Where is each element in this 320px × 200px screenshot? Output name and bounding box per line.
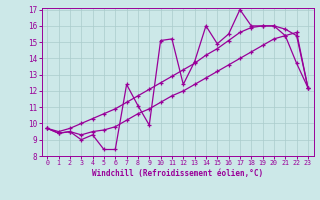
X-axis label: Windchill (Refroidissement éolien,°C): Windchill (Refroidissement éolien,°C) [92,169,263,178]
